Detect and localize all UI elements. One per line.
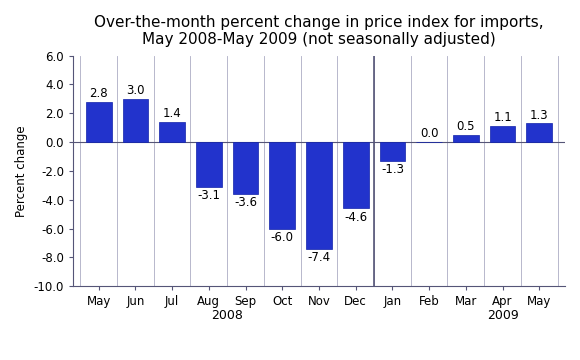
Y-axis label: Percent change: Percent change	[15, 125, 28, 217]
Bar	[527, 123, 552, 142]
Bar	[306, 142, 332, 249]
Bar	[86, 102, 111, 142]
Text: 1.3: 1.3	[530, 109, 549, 122]
Text: 2008: 2008	[211, 309, 243, 322]
Text: 0.5: 0.5	[456, 120, 475, 133]
Text: -3.1: -3.1	[197, 189, 220, 202]
Text: 1.1: 1.1	[493, 112, 512, 125]
Text: -3.6: -3.6	[234, 196, 257, 209]
Bar	[233, 142, 259, 194]
Text: 0.0: 0.0	[420, 127, 438, 140]
Text: -1.3: -1.3	[381, 163, 404, 176]
Title: Over-the-month percent change in price index for imports,
May 2008-May 2009 (not: Over-the-month percent change in price i…	[94, 15, 544, 48]
Bar	[379, 142, 405, 161]
Bar	[122, 99, 148, 142]
Text: 2009: 2009	[487, 309, 519, 322]
Text: -7.4: -7.4	[307, 251, 331, 264]
Text: 1.4: 1.4	[163, 107, 182, 120]
Bar	[269, 142, 295, 229]
Text: -4.6: -4.6	[344, 211, 367, 224]
Bar	[343, 142, 368, 208]
Bar	[453, 135, 478, 142]
Bar	[196, 142, 222, 187]
Text: 3.0: 3.0	[126, 84, 144, 97]
Bar	[160, 122, 185, 142]
Text: 2.8: 2.8	[89, 87, 108, 100]
Text: -6.0: -6.0	[271, 231, 293, 244]
Bar	[490, 126, 516, 142]
